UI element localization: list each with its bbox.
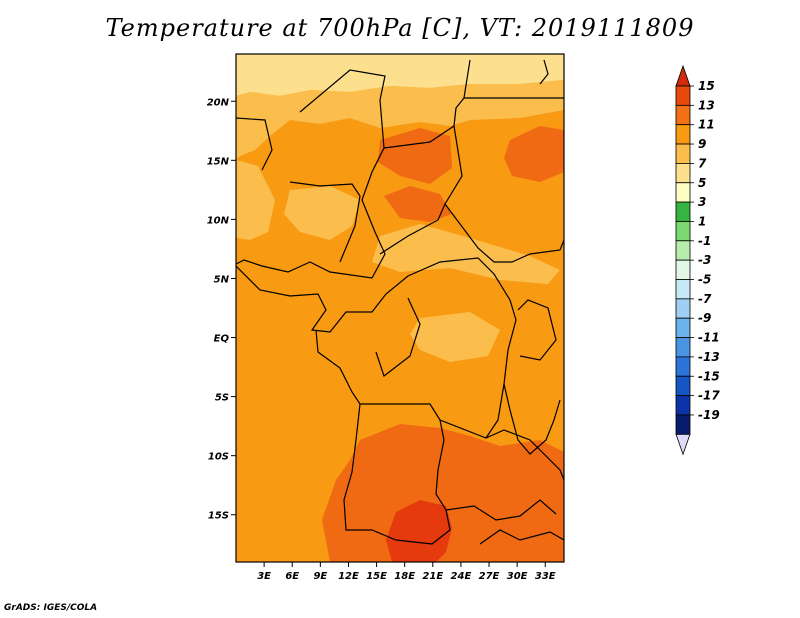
- colorbar-swatch: [675, 279, 691, 300]
- lat-tick-label: 15N: [207, 156, 230, 167]
- lat-tick-label: EQ: [214, 334, 230, 345]
- lat-tick-label: 15S: [208, 511, 229, 522]
- border-line: [236, 257, 517, 439]
- border-line: [315, 329, 564, 481]
- border-line: [503, 383, 561, 455]
- map-field: [236, 54, 564, 562]
- colorbar-swatch: [675, 375, 691, 397]
- colorbar-swatch: [675, 395, 691, 416]
- colorbar-label: -13: [698, 350, 720, 364]
- colorbar-swatch: [675, 104, 691, 126]
- colorbar-label: -1: [698, 234, 711, 248]
- colorbar-label: -3: [698, 253, 711, 267]
- chart-title: Temperature at 700hPa [C], VT: 201911180…: [105, 14, 695, 42]
- colorbar-label: 15: [698, 79, 715, 93]
- colorbar-swatch: [675, 182, 691, 203]
- colorbar-label: -9: [698, 311, 711, 325]
- lon-tick-label: 15E: [366, 571, 387, 582]
- colorbar-label: 1: [698, 214, 706, 228]
- colorbar-swatch: [675, 414, 691, 435]
- colorbar-swatch: [675, 201, 691, 222]
- colorbar-swatch: [675, 85, 691, 106]
- border-line: [375, 297, 421, 377]
- colorbar-swatch: [675, 124, 691, 145]
- lat-tick-label: 10S: [208, 452, 229, 463]
- field-13-15: [386, 500, 452, 562]
- colorbar-swatch: [675, 298, 691, 319]
- field-11-13-north: [378, 128, 452, 184]
- field-11-13-sudan: [504, 126, 564, 182]
- lat-tick-label: 10N: [207, 215, 230, 226]
- lon-tick-label: 27E: [479, 571, 500, 582]
- lat-tick-label: 5N: [214, 274, 230, 285]
- lon-tick-label: 18E: [394, 571, 415, 582]
- lat-axis: 20N 15N 10N 5N EQ 5S 10S 15S: [207, 97, 236, 522]
- border-line: [383, 59, 471, 149]
- colorbar-arrow-bottom: [675, 433, 691, 456]
- lon-tick-label: 30E: [507, 571, 528, 582]
- field-11-13-south: [322, 424, 564, 562]
- field-7-9-chad: [284, 186, 360, 240]
- lon-tick-label: 9E: [313, 571, 327, 582]
- colorbar-label: 3: [698, 195, 706, 209]
- border-line: [539, 59, 549, 85]
- lon-tick-label: 3E: [257, 571, 271, 582]
- colorbar-label: 7: [698, 156, 707, 170]
- map-frame: [235, 53, 565, 563]
- colorbar-label: 13: [698, 98, 715, 112]
- grads-credit: GrADS: IGES/COLA: [4, 603, 98, 613]
- colorbar-label: -17: [698, 389, 720, 403]
- lon-tick-label: 21E: [422, 571, 443, 582]
- colorbar-swatch: [675, 317, 691, 338]
- border-line: [289, 181, 361, 263]
- lon-tick-label: 6E: [285, 571, 299, 582]
- lat-tick-label: 20N: [207, 97, 230, 108]
- colorbar-label: -15: [698, 369, 720, 383]
- colorbar-swatch: [675, 221, 691, 242]
- lon-axis: 3E 6E 9E 12E 15E 18E 21E 24E 27E 30E 33E: [257, 562, 556, 582]
- field-7-9-congo: [410, 312, 500, 362]
- colorbar-label: 9: [698, 137, 706, 151]
- border-line: [517, 299, 557, 361]
- colorbar-label: 11: [698, 118, 715, 132]
- field-5-7: [236, 54, 564, 96]
- colorbar-swatch: [675, 143, 691, 164]
- lon-tick-label: 12E: [338, 571, 359, 582]
- colorbar-swatch: [675, 162, 691, 184]
- colorbar-label: -5: [698, 273, 711, 287]
- lon-tick-label: 24E: [451, 571, 472, 582]
- border-line: [445, 499, 557, 521]
- border-line: [236, 117, 273, 171]
- border-line: [343, 403, 451, 545]
- colorbar-arrow-top: [675, 64, 691, 87]
- colorbar-swatch: [675, 356, 691, 377]
- colorbar-label: 5: [698, 176, 706, 190]
- field-11-13-chad: [384, 186, 452, 222]
- lat-tick-label: 5S: [215, 393, 229, 404]
- field-7-9-car: [372, 224, 560, 284]
- colorbar-label: -19: [698, 408, 720, 422]
- colorbar-label: -7: [698, 292, 712, 306]
- country-borders: [236, 59, 564, 545]
- lon-tick-label: 33E: [535, 571, 556, 582]
- colorbar-swatch: [675, 240, 691, 261]
- colorbar-swatch: [675, 337, 691, 358]
- border-line: [236, 69, 386, 279]
- border-line: [379, 125, 463, 255]
- colorbar: 15 13 11 9 7 5 3 1 -1 -3 -5 -7 -9 -11 -13 -15 -17 -19: [675, 64, 720, 456]
- colorbar-swatch: [675, 259, 691, 280]
- border-line: [479, 529, 564, 545]
- colorbar-label: -11: [698, 331, 720, 345]
- field-7-9-west: [236, 160, 275, 240]
- field-7-9-north: [236, 80, 564, 160]
- border-line: [444, 203, 564, 263]
